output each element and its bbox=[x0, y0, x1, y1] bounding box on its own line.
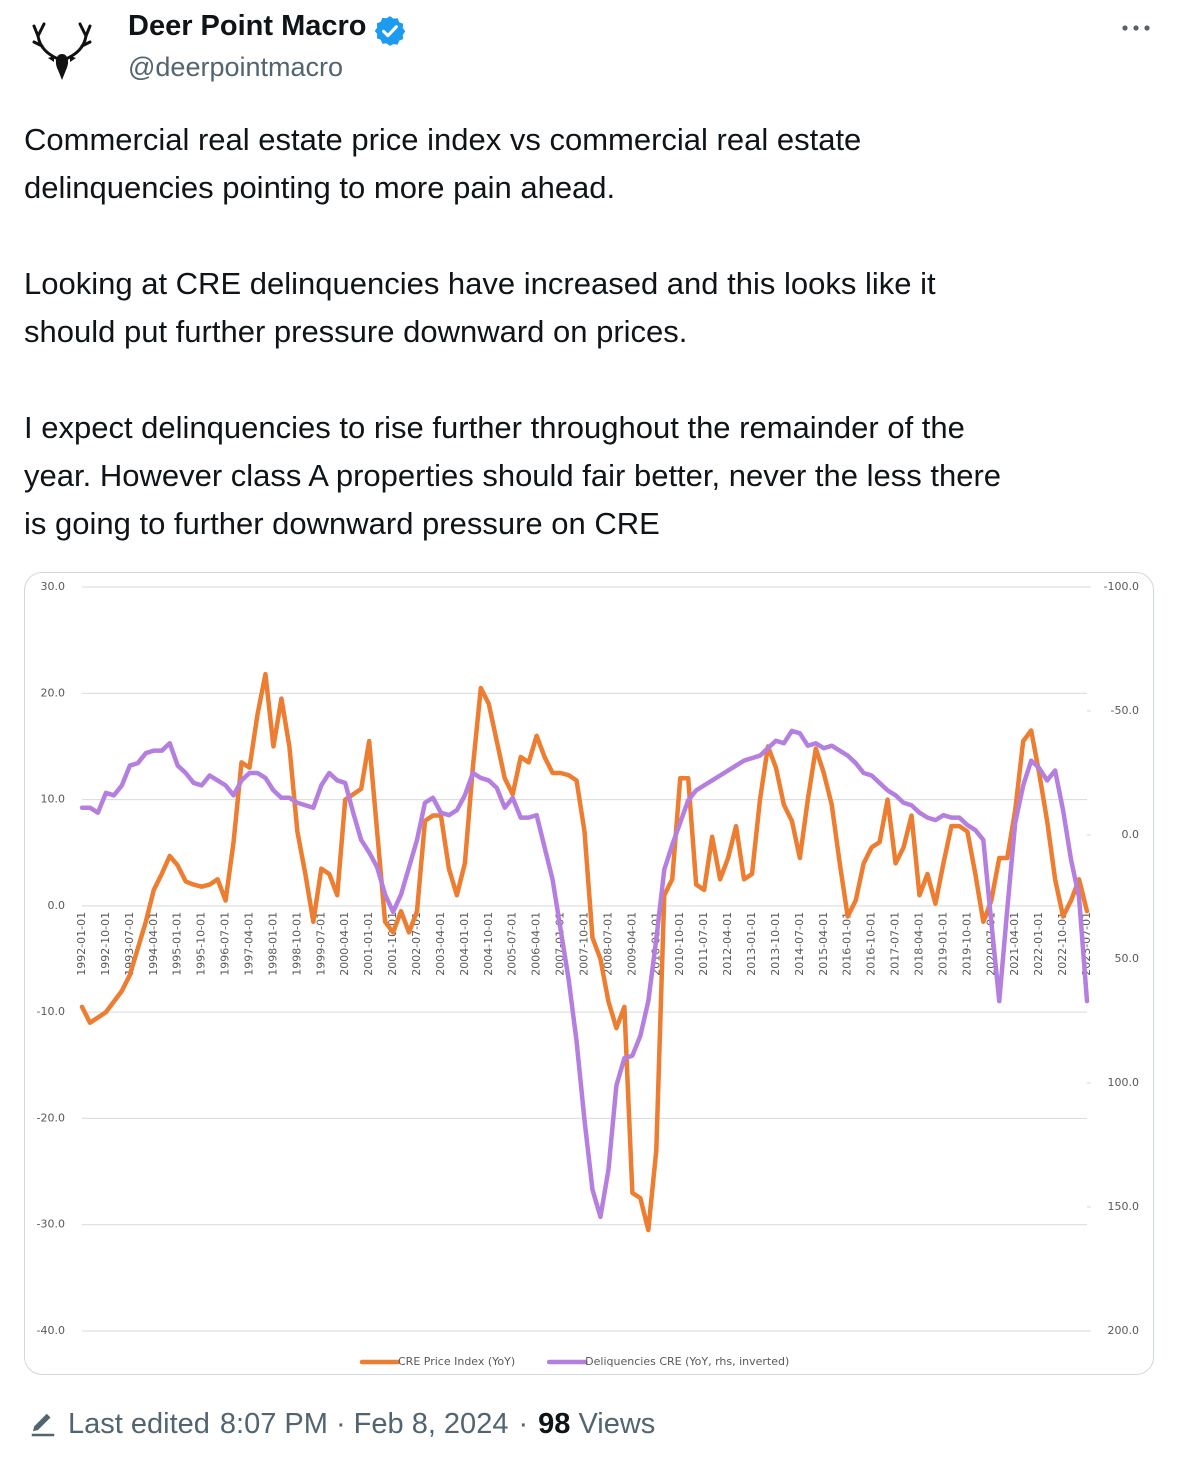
series-line bbox=[79, 671, 1090, 1233]
x-tick-label: 2011-07-01 bbox=[697, 912, 710, 976]
x-tick-label: 2012-04-01 bbox=[721, 912, 734, 976]
x-tick-label: 2003-04-01 bbox=[434, 912, 447, 976]
handle[interactable]: @deerpointmacro bbox=[128, 52, 344, 82]
x-tick-label: 2008-07-01 bbox=[601, 912, 614, 976]
x-tick-label: 2013-01-01 bbox=[745, 912, 758, 976]
y2-tick-label: 150.0 bbox=[1108, 1200, 1140, 1213]
x-tick-label: 2009-04-01 bbox=[625, 912, 638, 976]
x-tick-label: 2019-01-01 bbox=[936, 912, 949, 976]
x-tick-label: 1995-10-01 bbox=[195, 912, 208, 976]
y2-tick-label: 200.0 bbox=[1108, 1324, 1140, 1337]
paragraph: Looking at CRE delinquencies have increa… bbox=[24, 260, 1174, 356]
x-tick-label: 2017-07-01 bbox=[889, 912, 902, 976]
x-tick-label: 2004-10-01 bbox=[482, 912, 495, 976]
x-tick-label: 1994-04-01 bbox=[147, 912, 160, 976]
x-tick-label: 2000-04-01 bbox=[338, 912, 351, 976]
y2-tick-label: -100.0 bbox=[1104, 580, 1139, 593]
x-tick-label: 2018-04-01 bbox=[913, 912, 926, 976]
x-tick-label: 2016-10-01 bbox=[865, 912, 878, 976]
chart-frame bbox=[24, 572, 1154, 1375]
x-tick-label: 2021-04-01 bbox=[1008, 912, 1021, 976]
x-tick-label: 1998-10-01 bbox=[290, 912, 303, 976]
x-tick-label: 2002-07-01 bbox=[410, 912, 423, 976]
x-tick-label: 2010-10-01 bbox=[673, 912, 686, 976]
text-line: Looking at CRE delinquencies have increa… bbox=[24, 266, 936, 301]
chart: -40.0 -30.0 -20.0 -10.0 0.0 10.0 20.0 30.0 -100.… bbox=[37, 580, 1140, 1368]
x-tick-label: 2013-10-01 bbox=[769, 912, 782, 976]
x-tick-label: 2007-10-01 bbox=[578, 912, 591, 976]
y2-tick-label: 0.0 bbox=[1122, 828, 1140, 841]
series-line bbox=[79, 728, 1090, 1220]
x-tick-label: 2014-07-01 bbox=[793, 912, 806, 976]
x-tick-label: 1997-04-01 bbox=[243, 912, 256, 976]
views-count: 98 bbox=[538, 1408, 571, 1440]
x-tick-label: 1992-01-01 bbox=[75, 912, 88, 976]
text-line: Commercial real estate price index vs co… bbox=[24, 122, 862, 157]
post-footer: Last edited 8:07 PM · Feb 8, 2024 · 98 V… bbox=[28, 1408, 655, 1441]
x-tick-label: 1998-01-01 bbox=[266, 912, 279, 976]
more-menu[interactable] bbox=[1120, 22, 1152, 34]
author-name[interactable]: Deer Point Macro bbox=[128, 10, 367, 42]
x-tick-label: 1999-07-01 bbox=[314, 912, 327, 976]
separator: · bbox=[518, 1408, 529, 1440]
y-tick-label: -40.0 bbox=[37, 1324, 65, 1337]
y2-tick-label: -50.0 bbox=[1111, 704, 1139, 717]
avatar[interactable] bbox=[30, 14, 94, 84]
y-tick-label: 10.0 bbox=[41, 793, 66, 806]
text-line: year. However class A properties should … bbox=[24, 458, 1002, 493]
edited-label: Last edited bbox=[68, 1408, 210, 1440]
y-tick-label: -10.0 bbox=[37, 1005, 65, 1018]
y-tick-label: 0.0 bbox=[48, 899, 66, 912]
legend-label: CRE Price Index (YoY) bbox=[398, 1355, 515, 1368]
y-tick-label: -20.0 bbox=[37, 1111, 65, 1124]
y2-tick-label: 50.0 bbox=[1115, 952, 1140, 965]
verified-badge bbox=[374, 16, 406, 46]
x-tick-label: 1995-01-01 bbox=[171, 912, 184, 976]
post-body: Commercial real estate price index vs co… bbox=[24, 116, 1174, 596]
y2-tick-label: 100.0 bbox=[1108, 1076, 1140, 1089]
timestamp[interactable]: 8:07 PM · Feb 8, 2024 bbox=[219, 1408, 509, 1440]
paragraph: Commercial real estate price index vs co… bbox=[24, 116, 1174, 212]
x-tick-label: 2015-04-01 bbox=[817, 912, 830, 976]
x-tick-label: 2004-01-01 bbox=[458, 912, 471, 976]
text-line: should put further pressure downward on … bbox=[24, 314, 688, 349]
x-tick-label: 2019-10-01 bbox=[960, 912, 973, 976]
x-tick-label: 2001-01-01 bbox=[362, 912, 375, 976]
x-tick-label: 1992-10-01 bbox=[99, 912, 112, 976]
x-tick-label: 2006-04-01 bbox=[530, 912, 543, 976]
paragraph: I expect delinquencies to rise further t… bbox=[24, 404, 1174, 548]
x-tick-label: 2016-01-01 bbox=[841, 912, 854, 976]
x-tick-label: 1996-07-01 bbox=[219, 912, 232, 976]
edit-icon bbox=[31, 1413, 55, 1436]
y-tick-label: 20.0 bbox=[41, 686, 66, 699]
x-tick-label: 2022-10-01 bbox=[1056, 912, 1069, 976]
x-tick-label: 2022-01-01 bbox=[1032, 912, 1045, 976]
text-line: I expect delinquencies to rise further t… bbox=[24, 410, 965, 445]
legend-label: Deliquencies CRE (YoY, rhs, inverted) bbox=[585, 1355, 789, 1368]
y-tick-label: 30.0 bbox=[41, 580, 66, 593]
text-line: is going to further downward pressure on… bbox=[24, 506, 660, 541]
text-line: delinquencies pointing to more pain ahea… bbox=[24, 170, 616, 205]
views-label: Views bbox=[578, 1408, 656, 1440]
x-tick-label: 2005-07-01 bbox=[506, 912, 519, 976]
y-tick-label: -30.0 bbox=[37, 1218, 65, 1231]
